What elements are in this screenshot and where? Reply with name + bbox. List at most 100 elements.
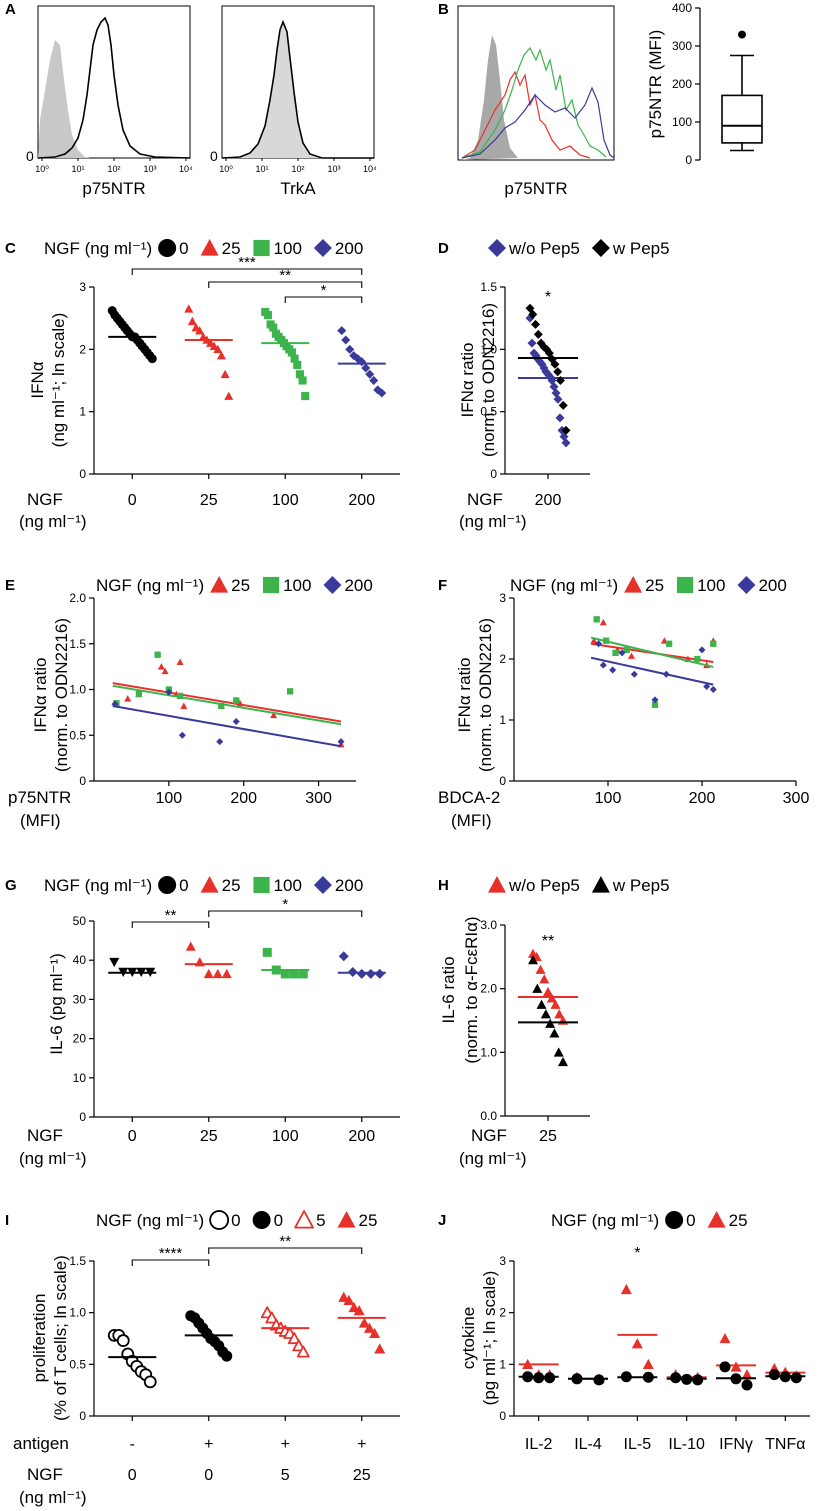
legend-j: NGF (ng ml⁻¹) 0 25	[551, 1211, 748, 1230]
data-point-red	[543, 986, 553, 997]
data-point-green	[295, 370, 304, 379]
significance-bracket	[131, 268, 363, 275]
data-point-blue	[555, 413, 565, 423]
data-point-black	[561, 425, 571, 435]
regression-line-green	[112, 684, 342, 726]
c-ylabel-line1: IFNα	[28, 361, 47, 398]
f-ylabel-line2: (norm. to ODN2216)	[476, 618, 495, 772]
significance-bracket	[131, 1259, 210, 1266]
isotype-histogram-gray	[38, 40, 90, 158]
panel-letter-j: J	[438, 1212, 446, 1229]
panel-j: NGF (ng ml⁻¹) 0 25 0 1 2 3 IL-2 IL-4 IL-5 IL-10 IF…	[459, 1211, 810, 1453]
legend-marker-blue-diamond	[313, 239, 332, 257]
legend-marker-black-diamond	[591, 239, 610, 257]
data-point-blue	[553, 394, 563, 404]
data-point-red	[185, 941, 196, 951]
data-point-black	[536, 999, 547, 1009]
panel-a: 0 10⁰ 10¹ 10² 10³ 10⁴ p75NTR 0 10⁰ 10¹ 10² 10³ 1…	[26, 5, 377, 198]
legend-prefix: NGF (ng ml⁻¹)	[96, 576, 204, 595]
legend-marker-black-circle-open	[209, 1210, 230, 1230]
panel-e: NGF (ng ml⁻¹) 25 100 200 0 0.5 1.0 1.5 2.0 100 20…	[8, 576, 373, 830]
data-point-red	[369, 1327, 381, 1339]
data-point-red	[620, 1283, 632, 1295]
panel-letter-c: C	[5, 240, 16, 257]
data-point-red	[590, 637, 598, 644]
x-category-label: 25	[200, 492, 218, 509]
d-xrow-ngf: NGF	[467, 490, 503, 509]
data-point-red	[236, 699, 244, 707]
x-category-label: 5	[281, 1467, 290, 1484]
data-point-blue	[595, 640, 603, 648]
data-point-green	[298, 376, 307, 385]
data-point-blue	[337, 326, 347, 336]
y-tick-label: 1.5	[69, 1254, 86, 1268]
x-category-label: 200	[535, 492, 562, 509]
legend-label: 5	[316, 1211, 325, 1230]
data-point-blue	[651, 696, 659, 704]
data-point-red	[124, 695, 132, 702]
data-point-green	[269, 323, 278, 332]
data-point-red	[157, 663, 165, 670]
c-ylabel-line2: (ng ml⁻¹; ln scale)	[49, 313, 68, 448]
data-point-blue	[609, 666, 617, 674]
legend-marker-black-circle	[665, 1211, 684, 1229]
panel-letter-f: F	[438, 577, 447, 594]
x-tick-label: 10⁰	[219, 164, 233, 174]
data-point-red	[642, 1358, 654, 1370]
data-point-blue	[662, 670, 670, 678]
data-point-green	[218, 702, 225, 710]
x-category-label: 0	[128, 1128, 137, 1145]
significance-bracket	[131, 921, 210, 928]
legend-marker-green-square	[253, 239, 270, 257]
data-point-blue	[337, 738, 345, 746]
data-point-black	[670, 1372, 682, 1384]
box-ylabel: p75NTR (MFI)	[646, 30, 665, 139]
y-tick-label: 2	[499, 652, 506, 666]
data-point-red	[287, 1332, 301, 1345]
data-point-red	[741, 1369, 753, 1380]
hist-a2-xticks: 10⁰ 10¹ 10² 10³ 10⁴	[219, 158, 377, 174]
x-tick-label: 10³	[143, 164, 156, 174]
data-point-green	[665, 640, 673, 647]
data-point-black	[143, 1375, 157, 1389]
h-ylabel-line1: IL-6 ratio	[439, 956, 458, 1023]
legend-label: 200	[335, 239, 363, 258]
x-category-label: 200	[348, 492, 375, 509]
y-tick-label: 1	[499, 1357, 506, 1371]
data-point-green	[233, 697, 240, 704]
data-point-blue	[374, 968, 385, 979]
data-point-green	[593, 616, 600, 623]
h-xrow-unit: (ng ml⁻¹)	[459, 1149, 527, 1168]
data-point-green	[262, 947, 272, 957]
y-tick-label: 1.0	[480, 1045, 497, 1059]
hist-a1-xticks: 10⁰ 10¹ 10² 10³ 10⁴	[35, 158, 193, 174]
histogram-green	[461, 46, 607, 159]
data-point-black	[528, 309, 538, 319]
data-point-red	[554, 1009, 565, 1019]
y-tick-label: 1	[499, 713, 506, 727]
data-point-blue	[338, 951, 349, 962]
panel-g: NGF (ng ml⁻¹) 0 25 100 200 0 10 20 30 40 50 0 25 100…	[19, 876, 400, 1168]
trka-isotype-histogram-gray	[222, 25, 322, 158]
legend-label: w Pep5	[612, 239, 670, 258]
y-tick-label: 2.0	[69, 591, 86, 605]
x-category-label: IL-5	[624, 1436, 652, 1453]
significance-stars: **	[279, 267, 291, 284]
antigen-sign: -	[130, 1436, 135, 1453]
i-xrow-ngf: NGF	[27, 1465, 63, 1484]
data-point-black	[533, 1372, 545, 1384]
data-point-blue	[361, 363, 371, 373]
data-point-blue	[216, 738, 224, 746]
data-point-blue	[365, 369, 375, 379]
significance-stars: **	[279, 1233, 291, 1250]
legend-label: 100	[274, 239, 302, 258]
hist-b-xlabel: p75NTR	[504, 179, 567, 198]
panel-letter-i: I	[5, 1212, 9, 1229]
y-tick-label: 0	[499, 774, 506, 788]
legend-prefix: NGF (ng ml⁻¹)	[44, 239, 152, 258]
data-point-black	[553, 1047, 564, 1057]
significance-stars: *	[282, 896, 288, 913]
significance-bracket	[208, 281, 363, 288]
significance-bracket	[208, 910, 363, 917]
legend-marker-red-triangle	[707, 1211, 726, 1228]
